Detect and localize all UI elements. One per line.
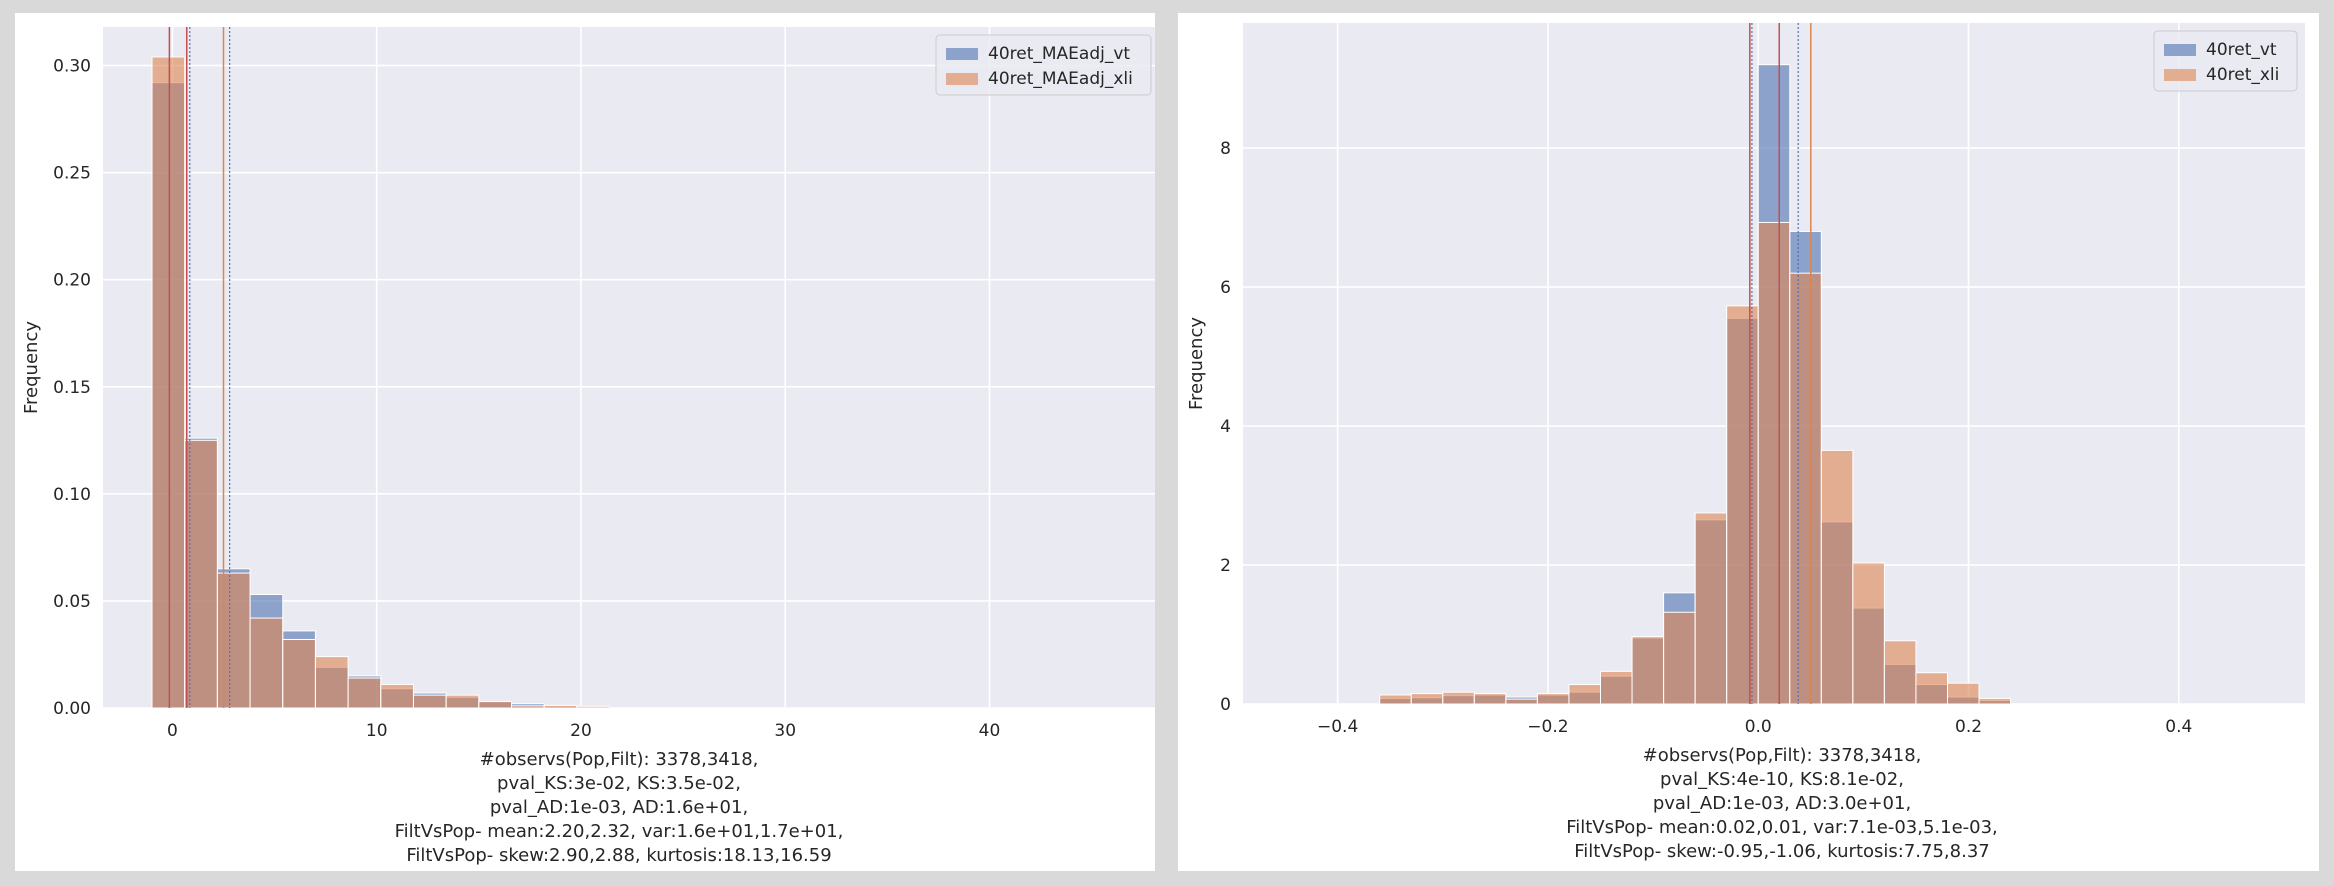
histogram-bar (1915, 672, 1948, 705)
y-tick-label: 2 (1220, 556, 1231, 576)
histogram-panel-right: −0.4 −0.2 0.0 0.2 0.4 0 2 4 6 8 Frequency 40ret_vt 4… (1178, 13, 2319, 871)
histogram-chart-left: 0 10 20 30 40 0.00 0.05 0.10 0.15 0.20 0.25 0.30 Fre… (21, 27, 1155, 866)
histogram-bar (314, 656, 349, 709)
histogram-bar (1631, 636, 1665, 705)
histogram-bar (478, 701, 513, 709)
y-tick-label: 6 (1220, 278, 1231, 298)
histogram-bar (1820, 449, 1854, 705)
legend-entry: 40ret_MAEadj_xli (988, 69, 1133, 89)
histogram-bar (412, 694, 447, 709)
y-tick-label: 0.30 (53, 57, 91, 77)
y-tick-label: 0.25 (53, 164, 91, 184)
histogram-bar (1505, 698, 1538, 705)
stats-annotation-line: pval_KS:4e-10, KS:8.1e-02, (1660, 769, 1904, 790)
y-tick-label: 0 (1220, 695, 1231, 715)
legend-swatch (946, 48, 978, 60)
stats-annotation-line: FiltVsPop- skew:-0.95,-1.06, kurtosis:7.… (1574, 841, 1989, 862)
x-tick-label: 20 (570, 721, 592, 741)
histogram-bar (1663, 611, 1696, 705)
histogram-bar (1946, 682, 1980, 705)
legend-swatch (2164, 44, 2196, 56)
histogram-panel-left: 0 10 20 30 40 0.00 0.05 0.10 0.15 0.20 0.25 0.30 Fre… (15, 13, 1155, 871)
y-tick-label: 0.00 (53, 699, 91, 719)
histogram-bar (1789, 272, 1822, 705)
histogram-bar (249, 617, 284, 709)
legend: 40ret_vt 40ret_xli (2153, 30, 2298, 92)
histogram-bar (445, 694, 480, 709)
legend-swatch (2164, 69, 2196, 81)
histogram-bar (216, 572, 251, 709)
y-tick-label: 8 (1220, 139, 1231, 159)
legend: 40ret_MAEadj_vt 40ret_MAEadj_xli (935, 34, 1152, 96)
legend-entry: 40ret_xli (2206, 65, 2279, 85)
histogram-bar (1883, 640, 1917, 705)
stats-annotation-line: FiltVsPop- mean:2.20,2.32, var:1.6e+01,1… (395, 821, 844, 842)
x-tick-label: 40 (979, 721, 1001, 741)
x-tick-label: 0.4 (2165, 717, 2192, 737)
histogram-chart-right: −0.4 −0.2 0.0 0.2 0.402468Frequency40ret_vt4… (1186, 23, 2305, 862)
x-tick-label: −0.4 (1317, 717, 1358, 737)
stats-annotation-line: pval_AD:1e-03, AD:3.0e+01, (1653, 793, 1911, 814)
stats-annotation-line: FiltVsPop- mean:0.02,0.01, var:7.1e-03,5… (1566, 817, 1998, 838)
histogram-bar (1473, 693, 1507, 705)
histogram-bar (1536, 693, 1570, 705)
histogram-bar (380, 683, 414, 709)
histogram-bar (1410, 693, 1444, 705)
histogram-bar (543, 704, 578, 709)
x-tick-label: 30 (774, 721, 796, 741)
x-tick-label: 0.0 (1745, 717, 1772, 737)
histogram-bar (1978, 697, 2012, 705)
histogram-bar (1442, 691, 1475, 705)
y-axis-label: Frequency (21, 321, 42, 414)
histogram-bar (151, 56, 186, 709)
y-tick-label: 0.10 (53, 485, 91, 505)
legend-box (935, 34, 1152, 96)
x-tick-label: 10 (366, 721, 388, 741)
histogram-bar (511, 705, 545, 709)
series-40ret_xli (1379, 221, 2012, 705)
histogram-bar (1852, 562, 1885, 705)
y-tick-label: 0.15 (53, 378, 91, 398)
histogram-bar (1379, 694, 1412, 705)
stats-annotation-line: #observs(Pop,Filt): 3378,3418, (480, 749, 759, 770)
stats-annotation-line: pval_AD:1e-03, AD:1.6e+01, (490, 797, 748, 818)
y-tick-label: 0.20 (53, 271, 91, 291)
x-tick-label: 0.2 (1955, 717, 1982, 737)
x-tick-label: 0 (167, 721, 178, 741)
legend-entry: 40ret_vt (2206, 40, 2277, 60)
y-axis-label: Frequency (1186, 317, 1207, 410)
y-tick-label: 4 (1220, 417, 1231, 437)
histogram-bar (282, 638, 316, 709)
histogram-bar (347, 677, 382, 709)
stats-annotation-line: FiltVsPop- skew:2.90,2.88, kurtosis:18.1… (406, 845, 831, 866)
stats-annotation-line: #observs(Pop,Filt): 3378,3418, (1643, 745, 1922, 766)
histogram-bar (1600, 670, 1633, 705)
histogram-bar (1757, 221, 1791, 705)
histogram-bar (576, 705, 611, 709)
legend-entry: 40ret_MAEadj_vt (988, 44, 1130, 64)
histogram-bar (1726, 305, 1759, 705)
legend-swatch (946, 73, 978, 85)
histogram-bar (1694, 512, 1728, 705)
stats-annotation-line: pval_KS:3e-02, KS:3.5e-02, (497, 773, 741, 794)
x-tick-label: −0.2 (1527, 717, 1568, 737)
y-tick-label: 0.05 (53, 592, 91, 612)
histogram-bar (1568, 684, 1602, 705)
